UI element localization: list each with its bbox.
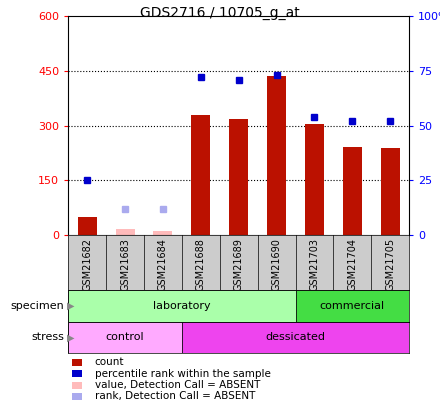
Text: GDS2716 / 10705_g_at: GDS2716 / 10705_g_at bbox=[140, 6, 300, 20]
Bar bbox=[343, 147, 362, 235]
Text: GSM21684: GSM21684 bbox=[158, 238, 168, 290]
Text: control: control bbox=[106, 333, 144, 342]
Text: GSM21688: GSM21688 bbox=[196, 238, 206, 290]
Bar bbox=[68, 290, 296, 322]
Text: GSM21682: GSM21682 bbox=[82, 238, 92, 291]
Text: value, Detection Call = ABSENT: value, Detection Call = ABSENT bbox=[95, 380, 260, 390]
Text: GSM21683: GSM21683 bbox=[120, 238, 130, 290]
Bar bbox=[68, 322, 182, 353]
Text: GSM21689: GSM21689 bbox=[234, 238, 244, 290]
Bar bbox=[154, 231, 172, 235]
Bar bbox=[182, 322, 409, 353]
Bar bbox=[296, 290, 409, 322]
Bar bbox=[78, 217, 97, 235]
Bar bbox=[191, 115, 210, 235]
Text: count: count bbox=[95, 358, 124, 367]
Text: percentile rank within the sample: percentile rank within the sample bbox=[95, 369, 271, 379]
Text: commercial: commercial bbox=[320, 301, 385, 311]
Bar bbox=[381, 148, 400, 235]
Text: GSM21704: GSM21704 bbox=[347, 238, 357, 291]
Bar bbox=[116, 229, 135, 235]
Text: laboratory: laboratory bbox=[153, 301, 211, 311]
Text: specimen: specimen bbox=[10, 301, 64, 311]
Bar bbox=[229, 119, 248, 235]
Bar bbox=[305, 124, 324, 235]
Text: GSM21705: GSM21705 bbox=[385, 238, 395, 291]
Text: rank, Detection Call = ABSENT: rank, Detection Call = ABSENT bbox=[95, 392, 255, 401]
Text: ▶: ▶ bbox=[67, 333, 75, 342]
Text: stress: stress bbox=[31, 333, 64, 342]
Text: GSM21690: GSM21690 bbox=[271, 238, 282, 290]
Text: ▶: ▶ bbox=[67, 301, 75, 311]
Bar bbox=[267, 76, 286, 235]
Text: GSM21703: GSM21703 bbox=[309, 238, 319, 291]
Text: dessicated: dessicated bbox=[265, 333, 326, 342]
